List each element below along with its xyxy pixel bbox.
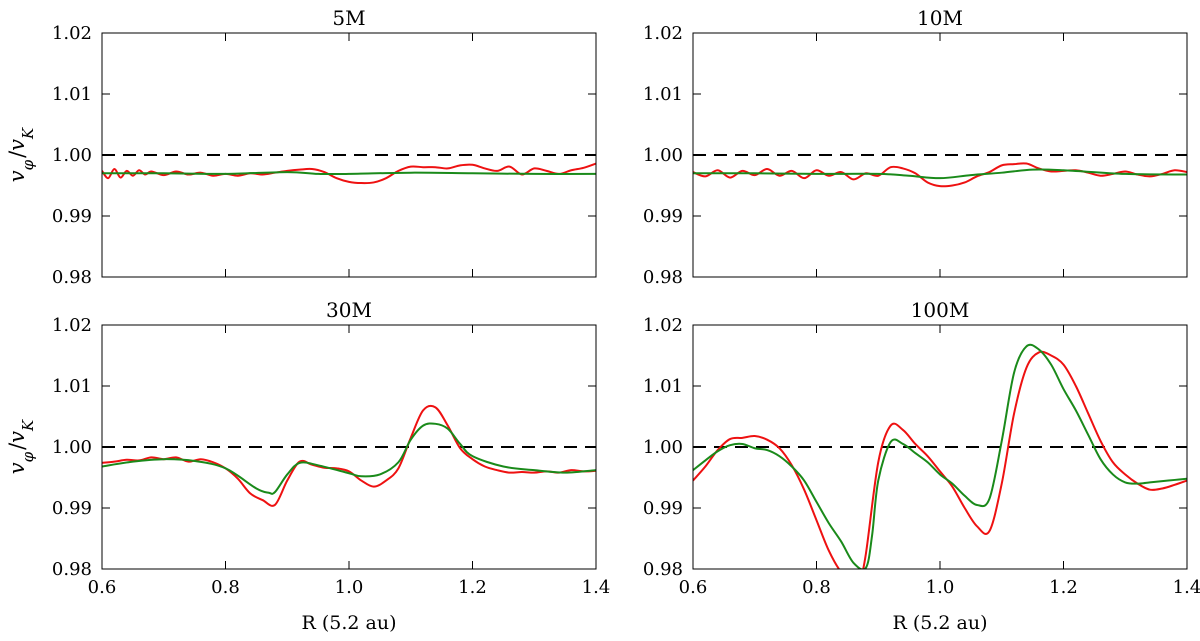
x-tick-label: 1.2 bbox=[1049, 577, 1078, 598]
x-tick-label: 0.8 bbox=[802, 577, 831, 598]
y-tick-label: 0.99 bbox=[643, 498, 683, 519]
y-axis-label: vφ/vK bbox=[5, 127, 37, 182]
x-tick-label: 1.0 bbox=[926, 577, 955, 598]
y-tick-label: 1.02 bbox=[52, 23, 92, 44]
panel-100M: 100M 0.98 0.99 1.00 1.01 1.02 0.6 0.8 1.0 1.2 1.4 R… bbox=[643, 298, 1200, 634]
y-tick-label: 1.02 bbox=[643, 315, 683, 336]
x-tick-label: 1.2 bbox=[458, 577, 487, 598]
x-axis-label: R (5.2 au) bbox=[302, 612, 397, 634]
series-green bbox=[102, 422, 596, 495]
y-tick-label: 1.00 bbox=[643, 437, 683, 458]
y-tick-label: 1.01 bbox=[643, 376, 683, 397]
y-tick-label: 0.98 bbox=[52, 267, 92, 288]
plot-frame bbox=[101, 324, 597, 570]
x-tick-label: 0.8 bbox=[211, 577, 240, 598]
series-green bbox=[693, 343, 1187, 569]
x-axis-label: R (5.2 au) bbox=[893, 612, 988, 634]
y-tick-label: 1.01 bbox=[643, 84, 683, 105]
panel-10M: 10M 0.98 0.99 1.00 1.01 1.02 bbox=[643, 6, 1188, 288]
y-tick-label: 1.02 bbox=[52, 315, 92, 336]
series-red bbox=[102, 404, 596, 507]
series-red bbox=[693, 162, 1187, 188]
y-tick-label: 1.00 bbox=[643, 145, 683, 166]
y-tick-label: 0.99 bbox=[52, 206, 92, 227]
y-tick-label: 0.98 bbox=[643, 559, 683, 580]
series-red bbox=[693, 350, 1187, 569]
y-tick-label: 0.99 bbox=[52, 498, 92, 519]
series-green bbox=[102, 171, 596, 176]
x-tick-label: 0.6 bbox=[88, 577, 117, 598]
panel-title: 30M bbox=[326, 298, 372, 322]
plot-frame bbox=[692, 324, 1188, 570]
x-tick-label: 1.4 bbox=[1173, 577, 1200, 598]
x-tick-label: 1.4 bbox=[582, 577, 611, 598]
y-tick-label: 0.99 bbox=[643, 206, 683, 227]
y-tick-label: 1.01 bbox=[52, 376, 92, 397]
y-axis-label: vφ/vK bbox=[5, 419, 37, 474]
panel-30M: 30M 0.98 0.99 1.00 1.01 1.02 0.6 0.8 1.0 1.2 1.4 R … bbox=[52, 298, 610, 634]
x-tick-label: 1.0 bbox=[335, 577, 364, 598]
y-tick-label: 1.00 bbox=[52, 145, 92, 166]
series-green bbox=[693, 168, 1187, 180]
panel-5M: 5M 0.98 0.99 1.00 1.01 1.02 bbox=[52, 6, 597, 288]
y-tick-label: 0.98 bbox=[643, 267, 683, 288]
plot-frame bbox=[692, 32, 1188, 278]
x-tick-label: 0.6 bbox=[679, 577, 708, 598]
y-tick-label: 0.98 bbox=[52, 559, 92, 580]
y-tick-label: 1.00 bbox=[52, 437, 92, 458]
panel-title: 100M bbox=[911, 298, 970, 322]
panel-title: 5M bbox=[332, 6, 365, 30]
y-tick-label: 1.01 bbox=[52, 84, 92, 105]
plot-frame bbox=[101, 32, 597, 278]
y-tick-label: 1.02 bbox=[643, 23, 683, 44]
panel-title: 10M bbox=[917, 6, 963, 30]
